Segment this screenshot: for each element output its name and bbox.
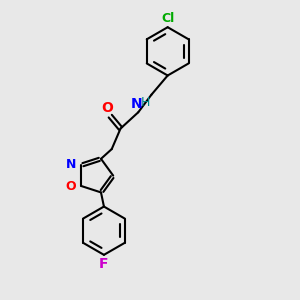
Text: O: O (65, 180, 76, 193)
Text: Cl: Cl (161, 12, 174, 25)
Text: O: O (101, 101, 113, 115)
Text: F: F (99, 257, 109, 271)
Text: N: N (131, 97, 142, 110)
Text: H: H (141, 96, 150, 110)
Text: N: N (66, 158, 76, 171)
